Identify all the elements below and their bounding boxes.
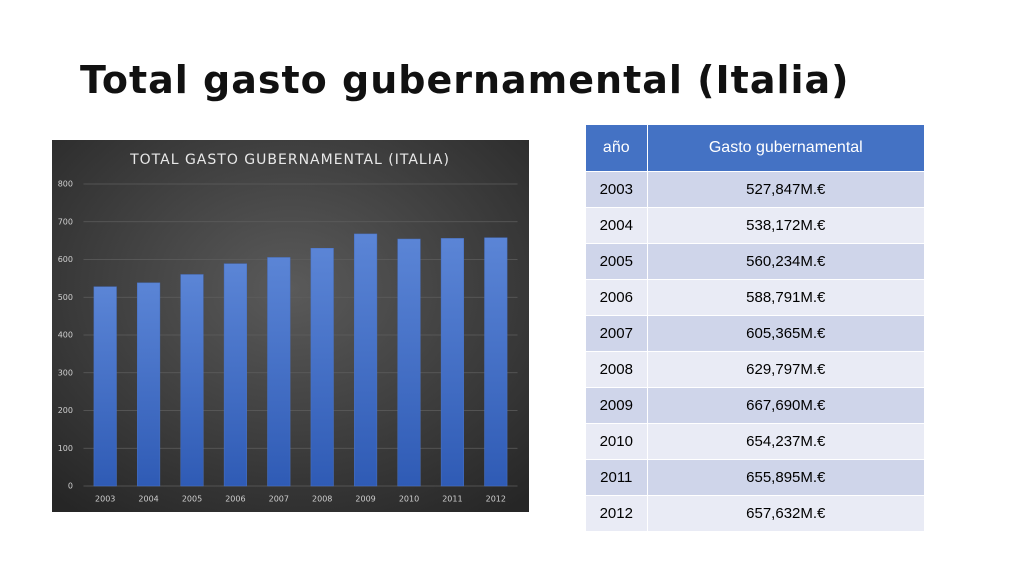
table-cell: 655,895M.€ bbox=[646, 459, 926, 496]
table-cell: 2006 bbox=[585, 279, 648, 316]
bar bbox=[484, 237, 508, 487]
table-cell: 2007 bbox=[585, 315, 648, 352]
table-row: 2009 667,690M.€ bbox=[585, 387, 926, 424]
x-tick-label: 2006 bbox=[225, 495, 245, 504]
bar bbox=[440, 238, 464, 487]
y-tick-label: 100 bbox=[58, 444, 73, 453]
chart: TOTAL GASTO GUBERNAMENTAL (ITALIA) 0 100 2… bbox=[52, 140, 529, 512]
y-tick-label: 0 bbox=[68, 482, 73, 491]
x-tick-label: 2003 bbox=[95, 495, 115, 504]
y-tick-label: 200 bbox=[58, 406, 73, 415]
y-tick-label: 500 bbox=[58, 293, 73, 302]
table-cell: 2011 bbox=[585, 459, 648, 496]
bar bbox=[354, 233, 378, 487]
table-cell: 588,791M.€ bbox=[646, 279, 926, 316]
bar bbox=[223, 263, 247, 487]
bar bbox=[310, 248, 334, 487]
table-row: 2006 588,791M.€ bbox=[585, 279, 926, 316]
table-cell: 605,365M.€ bbox=[646, 315, 926, 352]
table-cell: 538,172M.€ bbox=[646, 207, 926, 244]
x-tick-label: 2009 bbox=[355, 495, 375, 504]
table-cell: 2009 bbox=[585, 387, 648, 424]
table-row: 2011 655,895M.€ bbox=[585, 459, 926, 496]
slide-title: Total gasto gubernamental (Italia) bbox=[80, 58, 850, 102]
table-cell: 2012 bbox=[585, 495, 648, 532]
bar bbox=[137, 282, 161, 487]
y-tick-label: 700 bbox=[58, 217, 73, 226]
x-tick-label: 2011 bbox=[442, 495, 462, 504]
data-table: año Gasto gubernamental 2003 527,847M.€ 2004… bbox=[585, 124, 926, 532]
table-row: 2010 654,237M.€ bbox=[585, 423, 926, 460]
table-cell: 2010 bbox=[585, 423, 648, 460]
y-tick-label: 600 bbox=[58, 255, 73, 264]
table-cell: 654,237M.€ bbox=[646, 423, 926, 460]
x-tick-label: 2008 bbox=[312, 495, 332, 504]
table-cell: 667,690M.€ bbox=[646, 387, 926, 424]
table-cell: 629,797M.€ bbox=[646, 351, 926, 388]
y-tick-label: 800 bbox=[58, 180, 73, 189]
table-row: 2004 538,172M.€ bbox=[585, 207, 926, 244]
x-tick-label: 2012 bbox=[486, 495, 506, 504]
bar bbox=[93, 286, 117, 487]
header-cell: año bbox=[585, 124, 648, 172]
table-cell: 2005 bbox=[585, 243, 648, 280]
x-tick-label: 2010 bbox=[399, 495, 419, 504]
table-row: 2008 629,797M.€ bbox=[585, 351, 926, 388]
table-row: 2012 657,632M.€ bbox=[585, 495, 926, 532]
bar bbox=[180, 274, 204, 487]
bar bbox=[267, 257, 291, 487]
table-cell: 2003 bbox=[585, 171, 648, 208]
table-row: 2007 605,365M.€ bbox=[585, 315, 926, 352]
y-tick-label: 400 bbox=[58, 331, 73, 340]
y-tick-label: 300 bbox=[58, 368, 73, 377]
table-cell: 657,632M.€ bbox=[646, 495, 926, 532]
x-tick-label: 2004 bbox=[138, 495, 158, 504]
table-cell: 2004 bbox=[585, 207, 648, 244]
table-cell: 2008 bbox=[585, 351, 648, 388]
x-tick-label: 2007 bbox=[269, 495, 289, 504]
table-row: 2005 560,234M.€ bbox=[585, 243, 926, 280]
bar bbox=[397, 238, 421, 487]
table-cell: 527,847M.€ bbox=[646, 171, 926, 208]
x-tick-label: 2005 bbox=[182, 495, 202, 504]
table-header-row: año Gasto gubernamental bbox=[585, 124, 926, 172]
header-cell: Gasto gubernamental bbox=[646, 124, 926, 172]
table-row: 2003 527,847M.€ bbox=[585, 171, 926, 208]
table-cell: 560,234M.€ bbox=[646, 243, 926, 280]
chart-title: TOTAL GASTO GUBERNAMENTAL (ITALIA) bbox=[129, 152, 450, 168]
